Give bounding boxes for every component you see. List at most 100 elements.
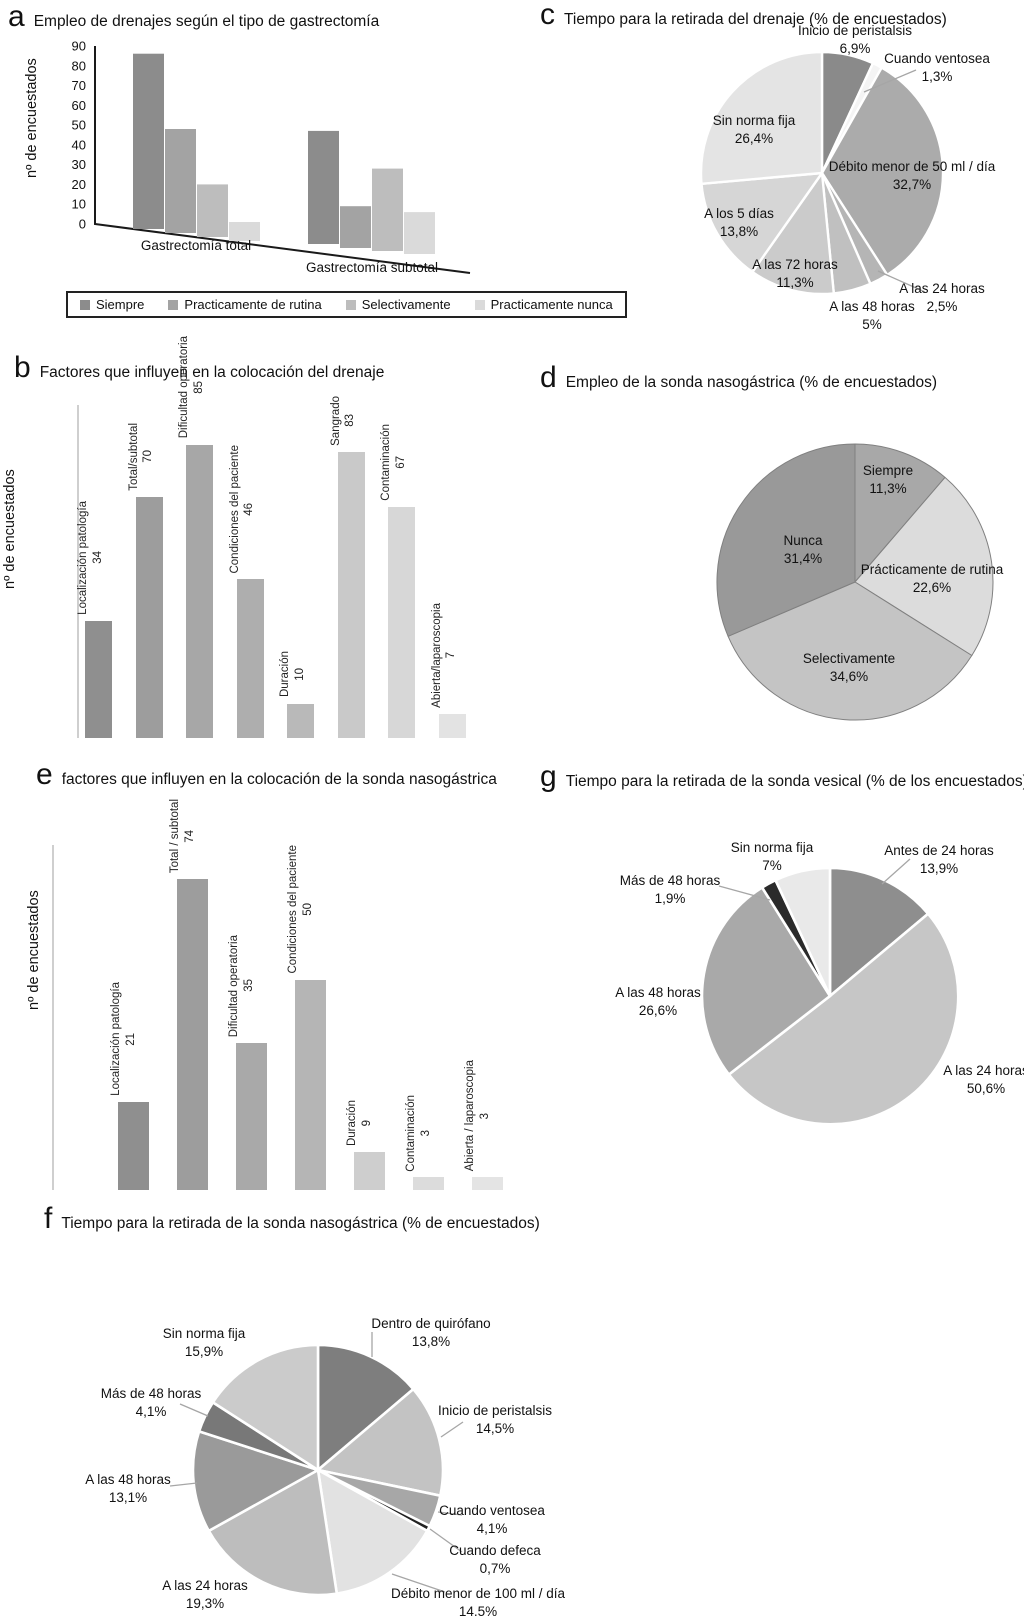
bar-label: Abierta/laparoscopia 7 <box>430 603 458 708</box>
bar <box>438 713 466 738</box>
legend-label: Selectivamente <box>361 297 451 312</box>
bar-label: Total/subtotal 70 <box>127 422 155 491</box>
panel-title-text: factores que influyen en la colocación d… <box>61 771 497 788</box>
legend: Siempre Practicamente de rutina Selectiv… <box>66 291 627 318</box>
bar-label: Condiciones del paciente 46 <box>228 444 256 574</box>
panel-d-title: d Empleo de la sonda nasogástrica (% de … <box>540 363 937 393</box>
pie-label: Prácticamente de rutina 22,6% <box>860 562 1004 595</box>
bar-label: Dificultad operatoria 85 <box>178 336 205 439</box>
bar-3d <box>229 222 260 241</box>
panel-f: f Tiempo para la retirada de la sonda na… <box>0 1200 760 1616</box>
pie-slice <box>854 443 946 583</box>
bar <box>354 1152 385 1190</box>
panel-title-text: Tiempo para la retirada del drenaje (% d… <box>564 11 947 28</box>
bar-label: Duración 10 <box>279 651 306 698</box>
bar <box>413 1177 444 1190</box>
panel-e-title: e factores que influyen en la colocación… <box>36 760 497 790</box>
pie-label: Más de 48 horas 1,9% <box>619 873 721 906</box>
panel-c-title: c Tiempo para la retirada del drenaje (%… <box>540 0 947 30</box>
pie-label: A las 24 horas 2,5% <box>899 281 985 314</box>
leader-line <box>440 1421 464 1438</box>
panel-title-text: Empleo de la sonda nasogástrica (% de en… <box>565 374 938 391</box>
leader-line <box>391 1573 446 1593</box>
bar-label: Total / subtotal 74 <box>169 799 196 874</box>
pie-label: Siempre 11,3% <box>862 463 914 496</box>
pie-slice <box>820 66 945 277</box>
pie-slice <box>316 1343 415 1472</box>
panel-f-title: f Tiempo para la retirada de la sonda na… <box>44 1204 540 1234</box>
panel-d: d Empleo de la sonda nasogástrica (% de … <box>512 345 1024 760</box>
pie-chart-ng-tube-use <box>716 443 994 721</box>
pie-label: Cuando ventosea 1,3% <box>884 51 990 84</box>
pie-slice <box>828 866 930 998</box>
panel-letter: b <box>14 351 31 384</box>
legend-swatch <box>168 299 179 310</box>
pie-label: Sin norma fija 7% <box>730 840 814 873</box>
y-tick: 30 <box>72 157 86 172</box>
panel-b: b Factores que influyen en la colocación… <box>0 336 540 760</box>
bar-label: Localización patología 21 <box>110 982 137 1096</box>
pie-label: Más de 48 horas 4,1% <box>100 1386 202 1419</box>
panel-a-title: a Empleo de drenajes según el tipo de ga… <box>8 2 379 32</box>
legend-swatch <box>80 299 90 310</box>
legend-item: Practicamente de rutina <box>168 297 322 312</box>
pie-label: Cuando ventosea 4,1% <box>439 1503 545 1536</box>
pie-label: Cuando defeca 0,7% <box>449 1543 541 1576</box>
pie-slice <box>191 1430 320 1533</box>
y-tick: 40 <box>72 137 86 152</box>
panel-a: a Empleo de drenajes según el tipo de ga… <box>0 0 627 345</box>
y-axis-line <box>77 405 79 738</box>
panel-letter: e <box>36 758 53 791</box>
y-tick: 90 <box>72 39 86 54</box>
pie-label: Débito menor de 50 ml / día 32,7% <box>828 159 996 192</box>
y-tick: 20 <box>72 177 86 192</box>
bar-label: Sangrado 83 <box>329 395 357 446</box>
legend-label: Siempre <box>96 297 145 312</box>
legend-swatch <box>345 299 356 310</box>
pie-slice <box>774 866 832 998</box>
panel-title-text: Tiempo para la retirada de la sonda vesi… <box>565 773 1024 790</box>
pie-chart-bladder-catheter <box>700 858 960 1126</box>
leader-line <box>718 885 771 901</box>
bar-3d <box>133 53 164 230</box>
pie-label: A las 24 horas 19,3% <box>162 1578 248 1611</box>
bar-3d <box>197 184 228 237</box>
y-tick: 0 <box>79 217 86 232</box>
bar-3d <box>165 129 196 233</box>
group-label-total: Gastrectomía total <box>140 238 252 253</box>
pie-label: A las 24 horas 50,6% <box>943 1063 1024 1096</box>
bar-chart-ng-factors: Localización patología 21 Total / subtotal… <box>0 760 540 1200</box>
bar <box>118 1101 149 1190</box>
panel-c: c Tiempo para la retirada del drenaje (%… <box>512 0 1024 345</box>
bar-label: Duración 9 <box>346 1100 373 1147</box>
pie-slice <box>751 171 835 296</box>
pie-slice <box>211 1343 320 1472</box>
pie-slice <box>716 443 856 637</box>
panel-letter: d <box>540 361 557 394</box>
legend-swatch <box>474 299 485 310</box>
legend-item: Siempre <box>80 297 144 312</box>
group-label-subtotal: Gastrectomía subtotal <box>305 260 439 275</box>
pie-label: Inicio de peristalsis 14,5% <box>437 1403 553 1436</box>
y-tick: 70 <box>72 78 86 93</box>
pie-slice <box>699 50 824 185</box>
panel-g: g Tiempo para la retirada de la sonda ve… <box>512 760 1024 1200</box>
bar-label: Localización patología 34 <box>77 500 104 615</box>
bar-label: Condiciones del paciente 50 <box>287 845 314 974</box>
panel-g-title: g Tiempo para la retirada de la sonda ve… <box>540 762 1024 792</box>
pie-label: A las 72 horas 11,3% <box>752 257 838 290</box>
bar-chart-3d: 90 80 70 60 50 40 30 20 10 0 <box>72 39 471 274</box>
pie-slice <box>727 912 960 1126</box>
bar <box>295 980 326 1190</box>
pie-slice <box>700 886 832 1076</box>
panel-title-text: Empleo de drenajes según el tipo de gast… <box>33 13 380 30</box>
pie-label: Inicio de peristalsis 6,9% <box>797 23 913 56</box>
bar-chart-drain-factors: Localización patología 34 Total/subtotal 70… <box>0 336 540 760</box>
bar-label: Dificultad operatoria 35 <box>228 934 255 1037</box>
leader-line <box>437 1511 463 1516</box>
axis-line <box>94 46 471 274</box>
bar-3d <box>308 130 339 244</box>
bar <box>236 1043 267 1190</box>
pie-label: Nunca 31,4% <box>783 533 823 566</box>
